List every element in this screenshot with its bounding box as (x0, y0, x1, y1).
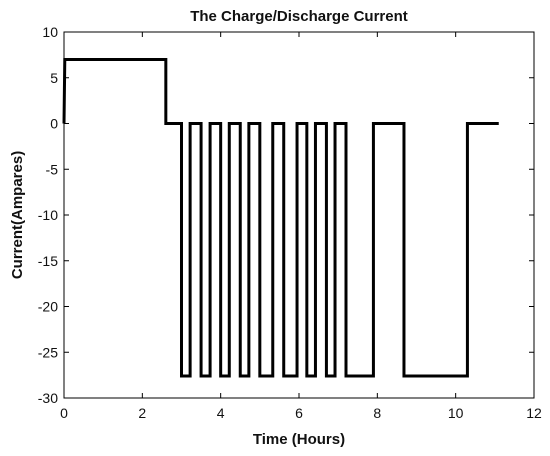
x-axis-label: Time (Hours) (253, 431, 345, 448)
y-tick-label: -25 (38, 344, 58, 360)
y-tick-label: 10 (42, 24, 58, 40)
y-tick-label: 5 (50, 70, 58, 86)
series-line (62, 57, 499, 378)
y-tick-label: -10 (38, 207, 58, 223)
y-tick-label: -20 (38, 299, 58, 315)
x-tick-label: 10 (448, 405, 464, 421)
y-tick-label: -5 (46, 161, 59, 177)
y-tick-label: -30 (38, 390, 58, 406)
plot-frame (63, 31, 535, 399)
y-axis-label: Current(Ampares) (9, 151, 26, 279)
y-tick-label: 0 (50, 116, 58, 132)
x-tick-label: 4 (217, 405, 225, 421)
x-tick-label: 8 (373, 405, 381, 421)
y-tick-label: -15 (38, 253, 58, 269)
x-tick-label: 12 (526, 405, 542, 421)
x-tick-label: 0 (60, 405, 68, 421)
chart-title: The Charge/Discharge Current (190, 8, 408, 25)
x-tick-label: 2 (138, 405, 146, 421)
x-tick-label: 6 (295, 405, 303, 421)
